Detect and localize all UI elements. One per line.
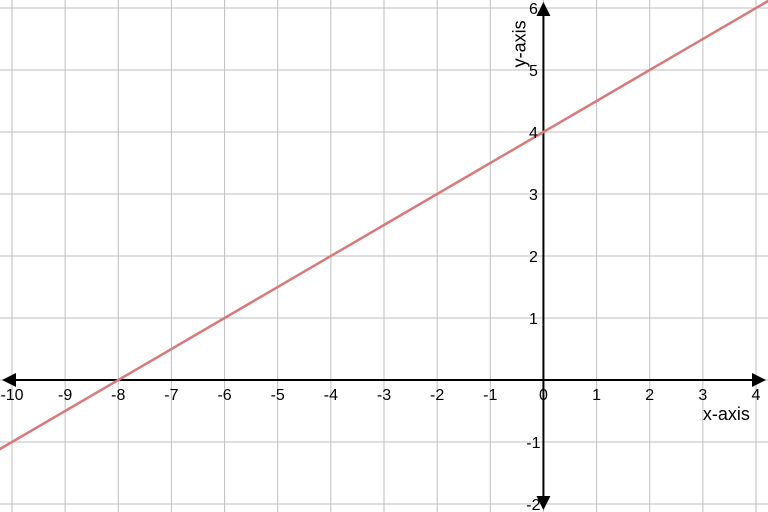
x-tick-label: -2	[430, 387, 444, 404]
y-tick-label: 4	[529, 125, 538, 142]
x-tick-label: 1	[592, 387, 601, 404]
x-tick-label: -10	[0, 387, 23, 404]
x-tick-label: 4	[752, 387, 761, 404]
x-tick-label: -3	[377, 387, 391, 404]
y-tick-label: 6	[529, 1, 538, 18]
grid	[0, 0, 768, 512]
x-tick-label: -7	[164, 387, 178, 404]
y-tick-label: 5	[529, 63, 538, 80]
x-tick-label: 2	[645, 387, 654, 404]
x-tick-label: -6	[217, 387, 231, 404]
x-tick-label: -1	[483, 387, 497, 404]
y-tick-label: -1	[526, 435, 540, 452]
x-tick-label: -4	[324, 387, 338, 404]
x-tick-label: -5	[271, 387, 285, 404]
x-tick-label: 0	[539, 387, 548, 404]
x-tick-label: -9	[58, 387, 72, 404]
line-chart: -10-9-8-7-6-5-4-3-2-101234-2-1123456 x-a…	[0, 0, 768, 512]
y-tick-label: -2	[526, 497, 540, 512]
y-axis-label: y-axis	[509, 20, 529, 67]
x-axis-label: x-axis	[703, 404, 750, 424]
y-tick-label: 1	[529, 311, 538, 328]
x-tick-label: -8	[111, 387, 125, 404]
y-tick-label: 2	[529, 249, 538, 266]
x-tick-label: 3	[698, 387, 707, 404]
y-tick-label: 3	[529, 187, 538, 204]
